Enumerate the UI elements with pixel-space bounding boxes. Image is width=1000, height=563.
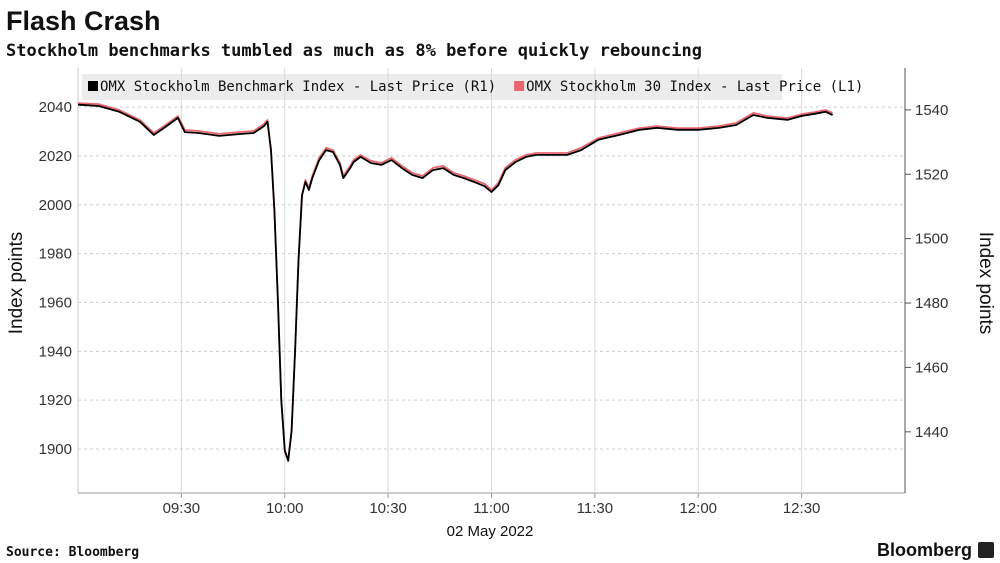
legend-label: OMX Stockholm 30 Index - Last Price (L1) — [526, 79, 863, 95]
y-tick-label: 1900 — [39, 441, 72, 458]
brand-label: Bloomberg — [877, 540, 972, 560]
series-line — [77, 102, 833, 461]
y2-tick-label: 1480 — [915, 295, 948, 312]
x-tick-label: 12:30 — [783, 500, 821, 517]
legend-swatch — [514, 81, 525, 91]
y-tick-label: 2040 — [39, 99, 72, 116]
y-tick-label: 1940 — [39, 343, 72, 360]
x-tick-label: 11:00 — [473, 500, 509, 517]
x-tick-label: 10:00 — [266, 500, 304, 517]
source-note: Source: Bloomberg — [6, 545, 139, 560]
y2-tick-label: 1440 — [915, 424, 948, 441]
y-tick-label: 1980 — [39, 246, 72, 263]
y2-tick-label: 1500 — [915, 231, 948, 248]
chart-subtitle: Stockholm benchmarks tumbled as much as … — [6, 41, 702, 61]
y2-axis-label: Index points — [975, 232, 996, 334]
legend-swatch — [88, 81, 98, 91]
y-axis-label: Index points — [6, 232, 27, 334]
y-tick-label: 1920 — [39, 392, 72, 409]
y-tick-label: 2000 — [39, 197, 72, 214]
x-axis-label: 02 May 2022 — [447, 523, 534, 540]
x-tick-label: 09:30 — [163, 500, 201, 517]
x-tick-label: 11:30 — [577, 500, 613, 517]
brand-icon — [978, 542, 994, 558]
legend-box — [82, 74, 782, 100]
x-tick-label: 12:00 — [679, 500, 717, 517]
y2-tick-label: 1520 — [915, 166, 948, 183]
legend-label: OMX Stockholm Benchmark Index - Last Pri… — [100, 79, 496, 95]
series-line — [77, 103, 833, 462]
y2-tick-label: 1540 — [915, 102, 948, 119]
chart-title: Flash Crash — [6, 6, 161, 36]
y-tick-label: 1960 — [39, 294, 72, 311]
x-tick-label: 10:30 — [369, 500, 407, 517]
y-tick-label: 2020 — [39, 148, 72, 165]
y2-tick-label: 1460 — [915, 359, 948, 376]
